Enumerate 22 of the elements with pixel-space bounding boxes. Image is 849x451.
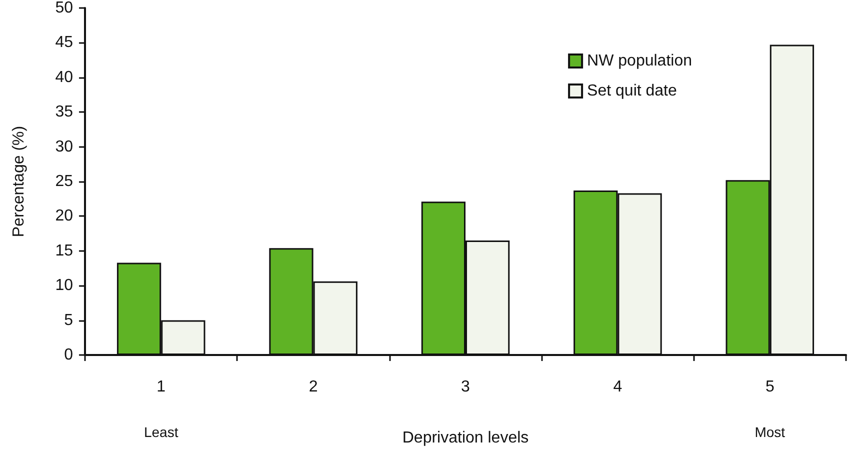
x-tick-label: 3 <box>461 378 470 396</box>
x-tick-label: 2 <box>308 378 318 396</box>
y-tick-label: 20 <box>55 208 74 225</box>
y-tick-label: 50 <box>55 0 74 16</box>
y-tick-label: 0 <box>64 346 74 364</box>
legend-label: Set quit date <box>587 82 677 100</box>
y-tick-label: 45 <box>55 34 74 52</box>
y-tick-label: 25 <box>55 173 74 190</box>
x-tick-label: 1 <box>156 378 166 396</box>
y-axis-title: Percentage (%) <box>10 126 28 238</box>
y-tick-label: 10 <box>55 277 74 294</box>
legend-label: NW population <box>587 52 692 70</box>
x-axis-title: Deprivation levels <box>402 430 529 446</box>
y-tick-label: 35 <box>55 104 74 121</box>
y-tick-label: 40 <box>55 68 74 86</box>
y-tick-label: 15 <box>55 242 74 260</box>
x-tick-label: 4 <box>613 378 622 396</box>
y-tick-label: 5 <box>64 312 74 329</box>
text: Least <box>144 424 178 440</box>
y-tick-label: 30 <box>55 138 74 156</box>
text: Most <box>754 424 786 440</box>
x-tick-label: 5 <box>765 378 774 396</box>
